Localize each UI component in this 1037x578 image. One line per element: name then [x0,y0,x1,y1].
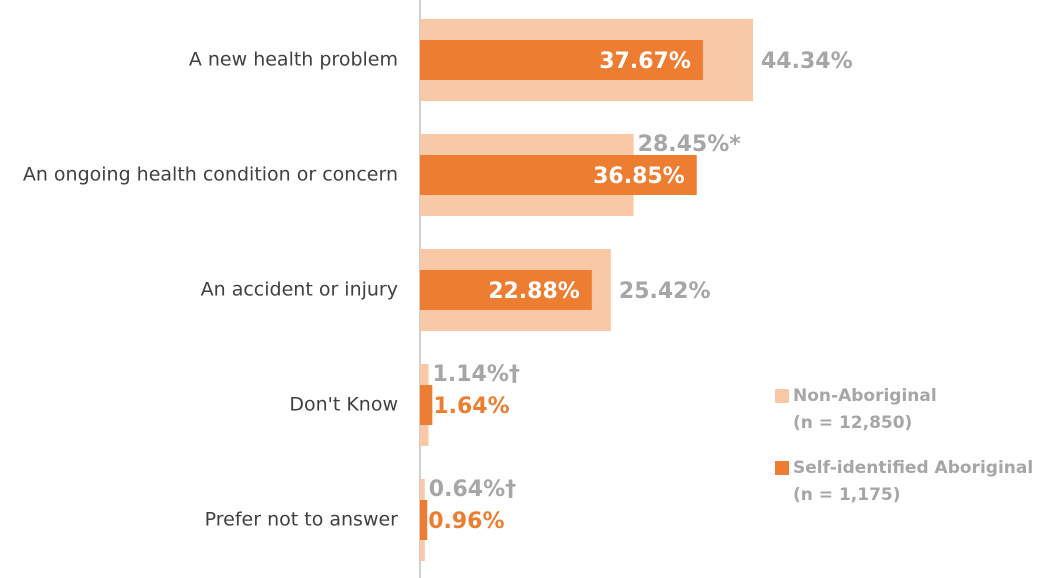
bar [420,40,703,80]
category-label: Prefer not to answer [205,509,399,531]
value-label: 0.64%† [429,477,516,502]
value-label: 1.64% [433,394,509,419]
value-label: 25.42% [619,279,711,304]
legend-swatch [775,389,789,403]
value-label: 1.14%† [433,362,520,387]
category-label: An ongoing health condition or concern [23,164,398,186]
value-label: 0.96% [428,509,504,534]
value-label: 44.34% [761,49,853,74]
value-label: 28.45%* [638,132,742,157]
legend-swatch [775,461,789,475]
value-label: 36.85% [593,164,685,189]
value-label: 22.88% [488,279,580,304]
bar [420,270,592,310]
category-label: Don't Know [289,394,398,416]
bar [420,385,433,425]
category-label: An accident or injury [201,279,398,301]
legend-sample: (n = 1,175) [793,485,901,505]
legend-label: Self-identified Aboriginal [793,458,1033,478]
bar [420,500,428,540]
legend-label: Non-Aboriginal [793,386,937,406]
legend-sample: (n = 12,850) [793,413,912,433]
value-label: 37.67% [599,49,691,74]
category-label: A new health problem [189,49,398,71]
bar [420,155,697,195]
